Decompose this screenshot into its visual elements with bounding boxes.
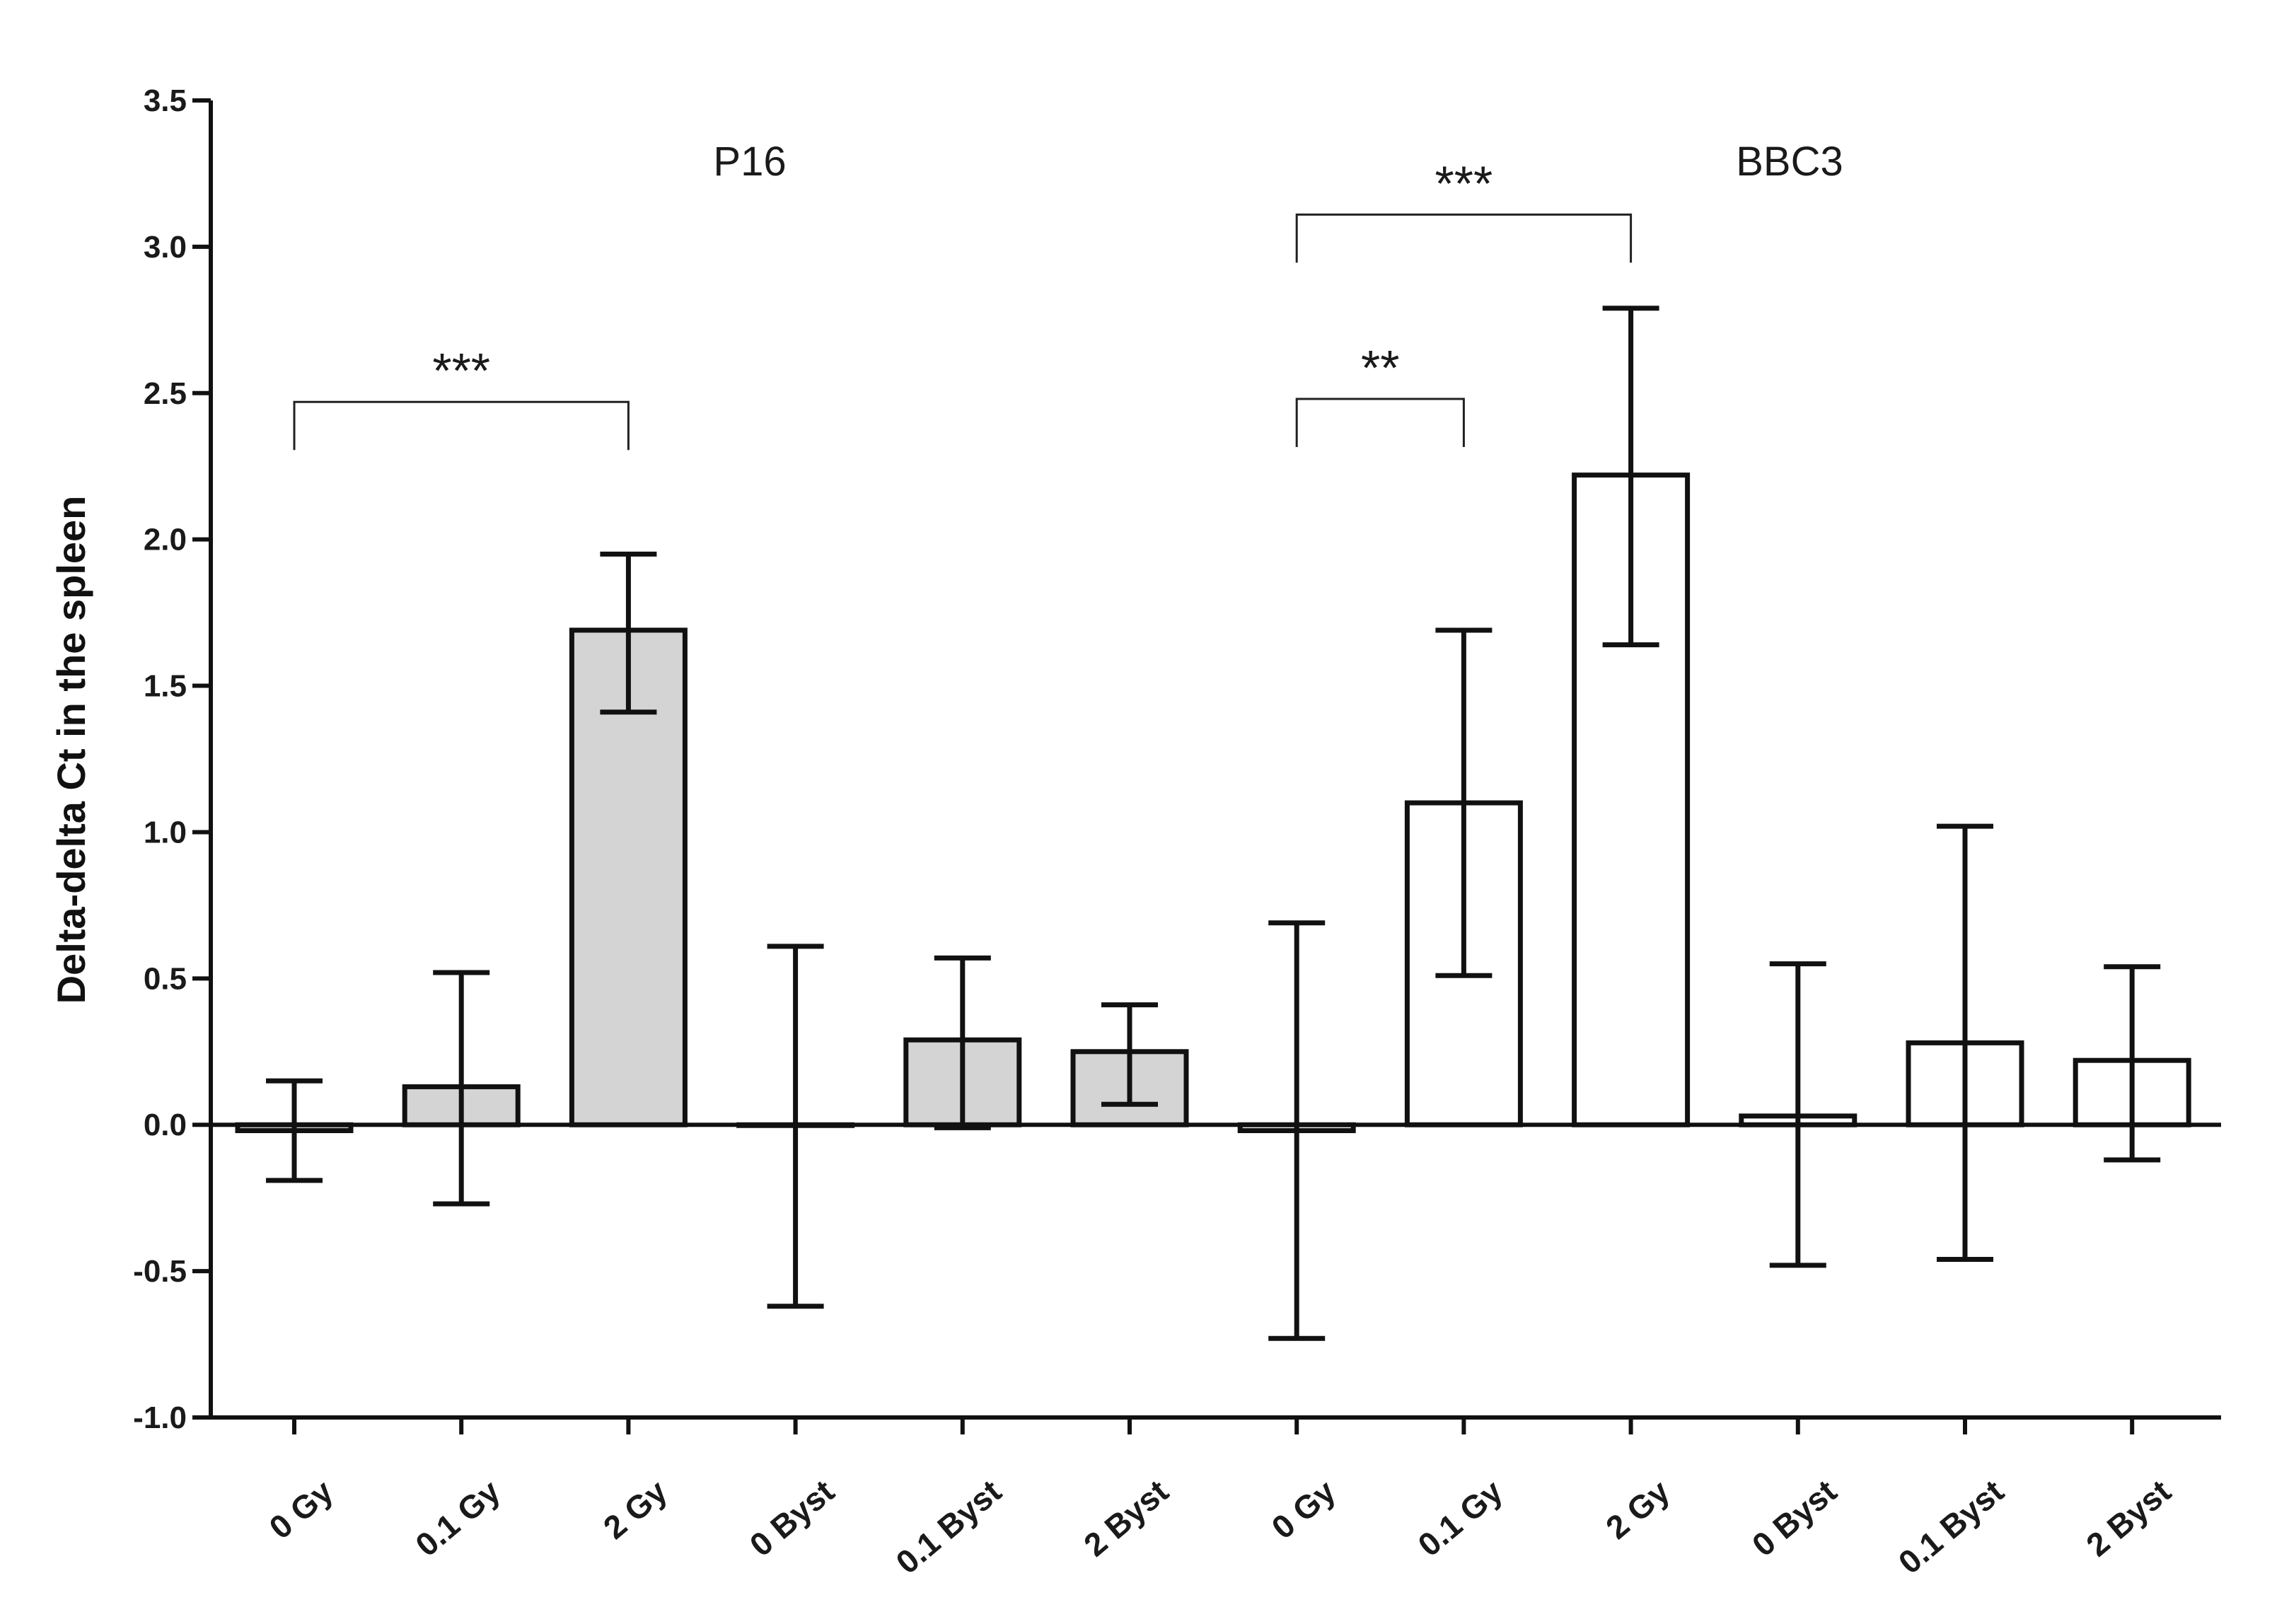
y-tick-label: 2.5 (144, 376, 187, 411)
y-axis-label: Delta-delta Ct in the spleen (49, 496, 93, 1004)
group-label-p16: P16 (713, 139, 786, 185)
x-tick-label: 0.1 Byst (1891, 1473, 2011, 1581)
error-bars (266, 306, 2161, 1341)
y-axis-ticks: -1.0 -0.5 0.0 0.5 1.0 1.5 2.0 2.5 3.0 3.5 (133, 83, 211, 1435)
significance-label: ** (1361, 340, 1399, 395)
significance-bracket (293, 400, 630, 451)
x-tick-label: 0.1 Gy (1411, 1473, 1510, 1564)
y-tick-label: 2.0 (144, 523, 187, 557)
significance-bracket (1295, 213, 1633, 263)
y-tick-label: -1.0 (133, 1400, 187, 1435)
significance-label: *** (1435, 156, 1493, 211)
y-tick-label: 0.5 (144, 961, 187, 996)
significance-label: *** (432, 343, 490, 398)
significance-bracket (1295, 398, 1465, 448)
group-label-bbc3: BBC3 (1736, 139, 1843, 185)
x-tick-label: 2 Gy (596, 1473, 674, 1546)
x-axis-ticks: 0 Gy 0.1 Gy 2 Gy 0 Byst 0.1 Byst 2 Byst 0 Gy 0.… (262, 1417, 2178, 1581)
y-tick-label: -0.5 (133, 1254, 187, 1289)
significance-brackets: *** ***** (293, 156, 1633, 451)
x-tick-label: 0 Byst (1745, 1473, 1843, 1564)
y-tick-label: 0.0 (144, 1108, 187, 1142)
x-tick-label: 2 Byst (2079, 1473, 2177, 1564)
x-tick-label: 0.1 Byst (889, 1473, 1009, 1581)
x-tick-label: 0 Byst (743, 1473, 841, 1564)
y-tick-label: 1.5 (144, 669, 187, 704)
x-tick-label: 0 Gy (262, 1473, 340, 1546)
y-tick-label: 1.0 (144, 815, 187, 849)
y-tick-label: 3.0 (144, 230, 187, 265)
bars (235, 472, 2191, 1133)
x-tick-label: 2 Byst (1077, 1473, 1175, 1564)
x-tick-label: 0.1 Gy (408, 1473, 507, 1564)
x-tick-label: 2 Gy (1599, 1473, 1676, 1546)
y-tick-label: 3.5 (144, 83, 187, 118)
x-tick-label: 0 Gy (1265, 1473, 1343, 1546)
